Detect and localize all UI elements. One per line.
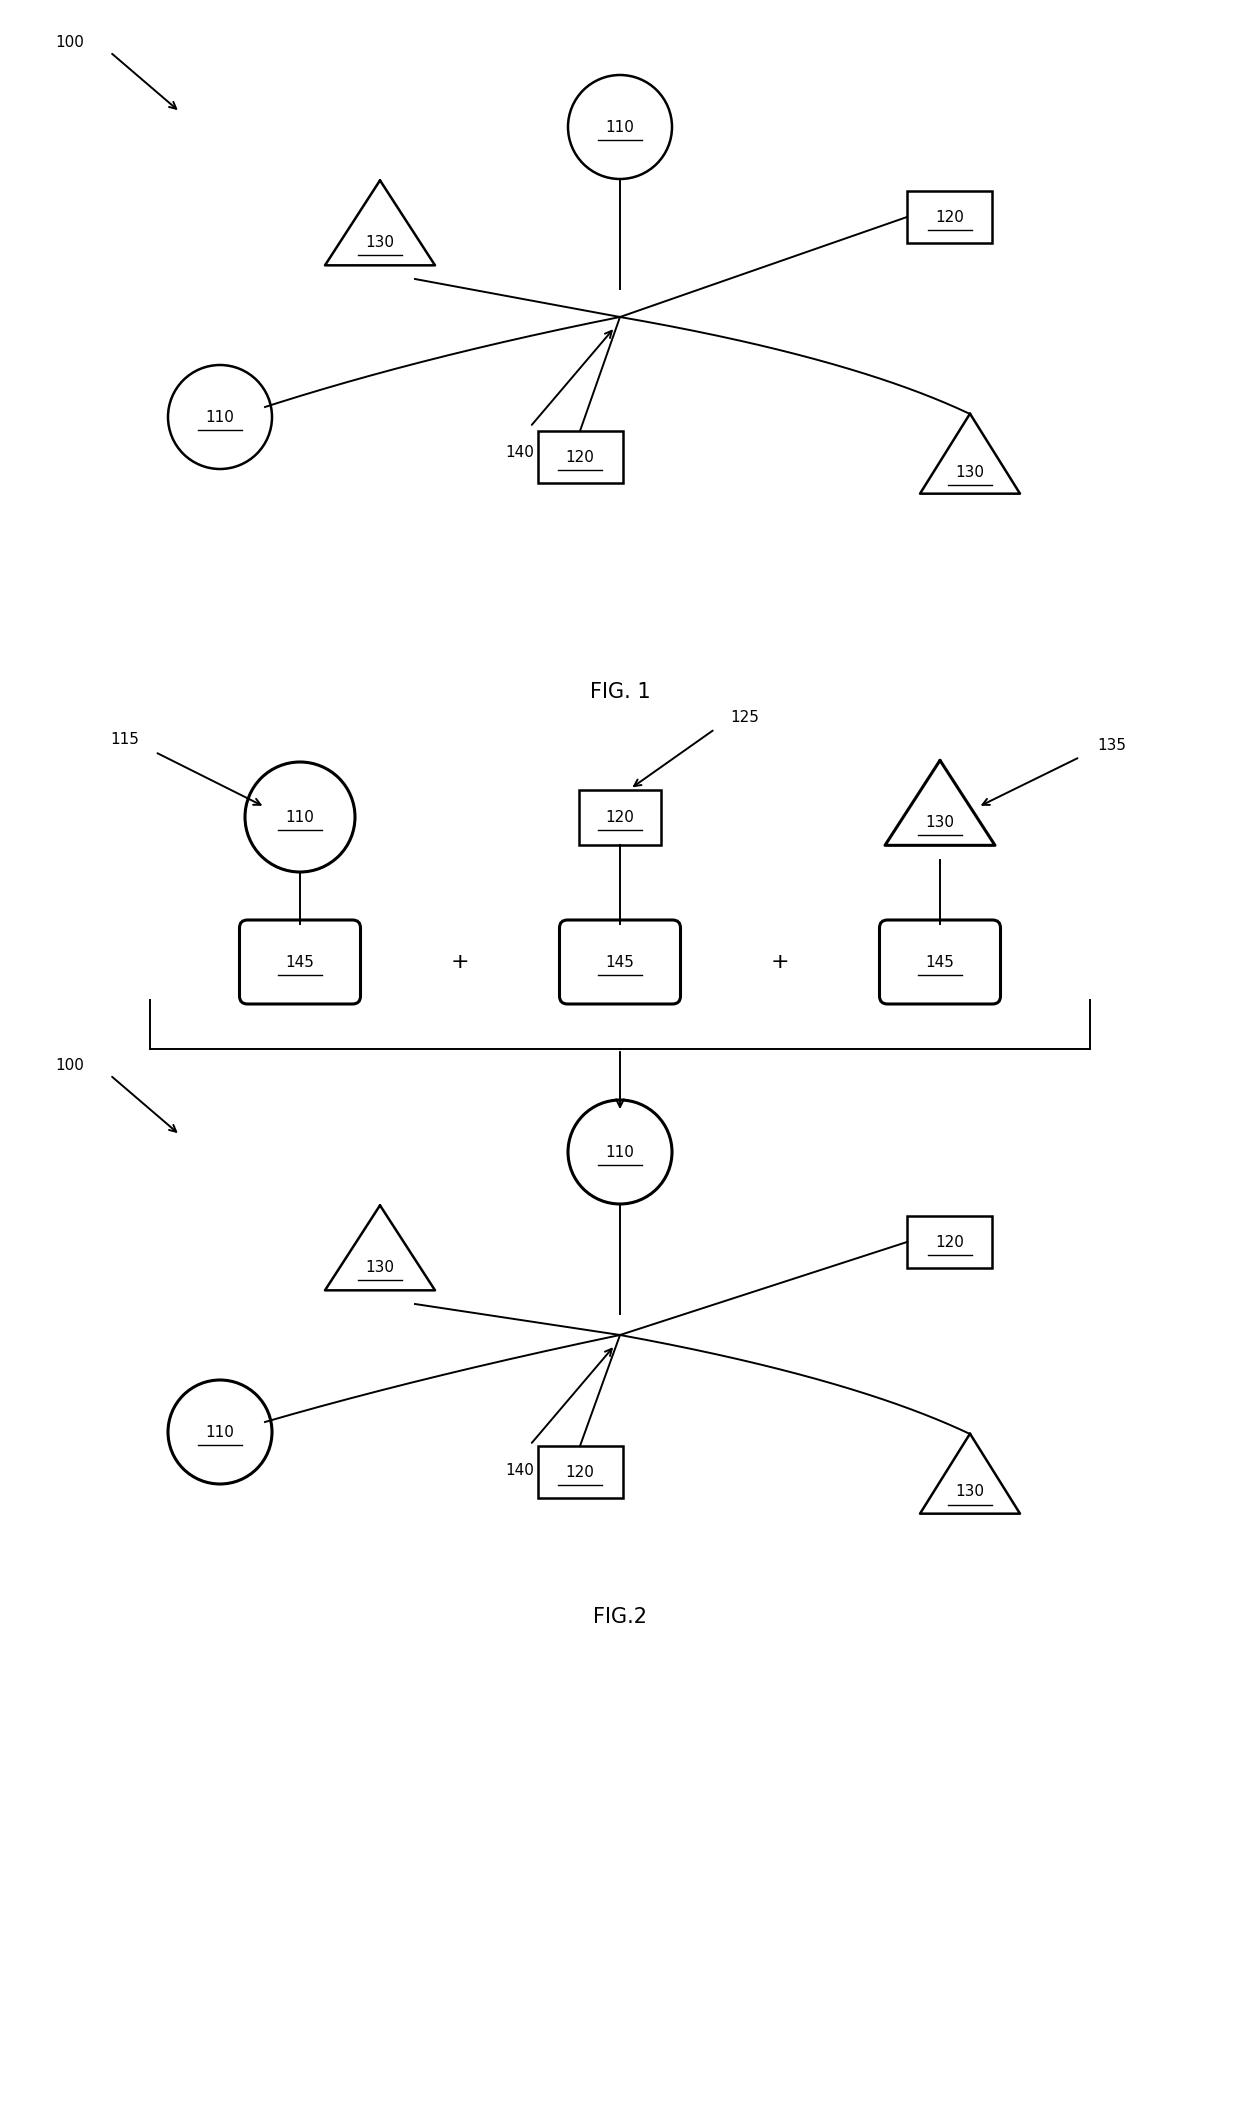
Text: 125: 125 (730, 710, 759, 725)
Text: 115: 115 (110, 731, 139, 746)
Text: 130: 130 (925, 815, 955, 830)
Text: 135: 135 (1097, 737, 1126, 752)
Text: 110: 110 (206, 409, 234, 424)
Text: 100: 100 (56, 34, 84, 48)
Text: 110: 110 (206, 1424, 234, 1439)
Text: FIG. 1: FIG. 1 (590, 683, 650, 702)
Text: 145: 145 (285, 954, 315, 969)
Text: 120: 120 (935, 1235, 965, 1249)
Text: 140: 140 (506, 445, 534, 459)
Text: 100: 100 (56, 1058, 84, 1072)
Text: 110: 110 (285, 809, 315, 824)
Text: 130: 130 (956, 1485, 985, 1500)
Text: 130: 130 (956, 464, 985, 480)
Text: 145: 145 (605, 954, 635, 969)
Text: 110: 110 (605, 1144, 635, 1159)
Text: FIG.2: FIG.2 (593, 1608, 647, 1627)
Text: 120: 120 (565, 449, 594, 464)
Text: 145: 145 (925, 954, 955, 969)
Text: 120: 120 (565, 1464, 594, 1479)
Text: 120: 120 (605, 809, 635, 824)
Text: 130: 130 (366, 1260, 394, 1275)
Text: 130: 130 (366, 234, 394, 249)
Text: +: + (450, 952, 469, 971)
Text: 120: 120 (935, 209, 965, 225)
Text: +: + (771, 952, 790, 971)
Text: 140: 140 (506, 1462, 534, 1477)
Text: 110: 110 (605, 120, 635, 135)
